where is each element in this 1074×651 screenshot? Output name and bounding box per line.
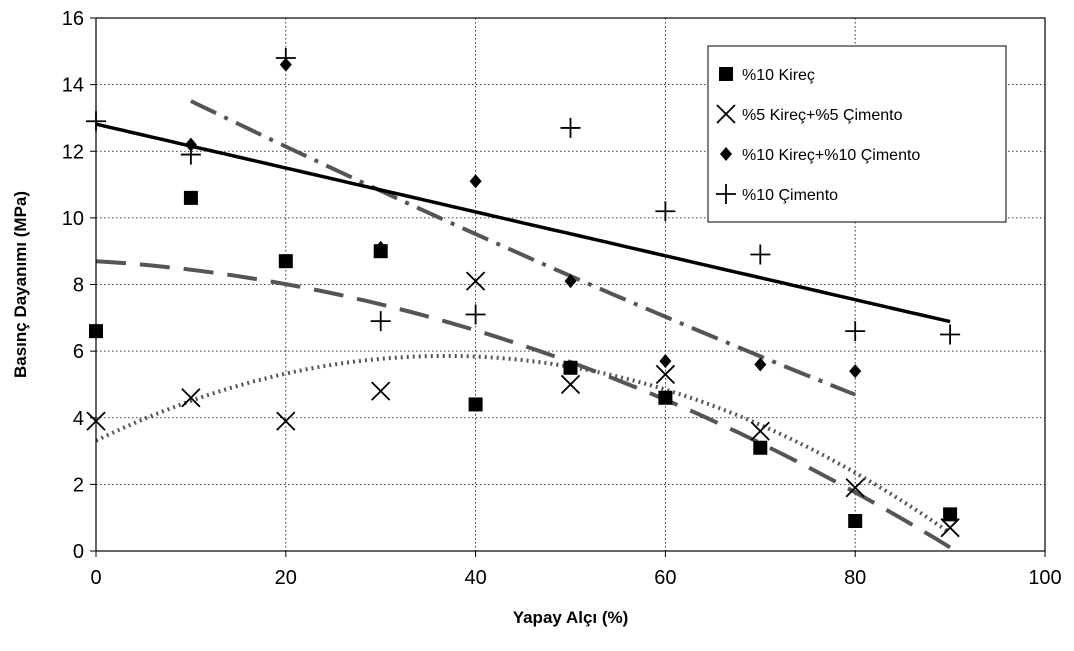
- x-marker: [560, 374, 581, 395]
- plus-marker: [560, 117, 581, 138]
- y-tick-label: 14: [62, 75, 84, 97]
- y-axis-label: Basınç Dayanımı (MPa): [11, 191, 30, 378]
- plus-marker: [180, 144, 201, 165]
- legend-label: %5 Kireç+%5 Çimento: [742, 107, 903, 124]
- x-marker: [845, 478, 865, 498]
- trendline: [95, 122, 951, 324]
- diamond-marker: [564, 274, 577, 289]
- square-marker: [848, 514, 863, 529]
- square-marker: [753, 440, 768, 455]
- x-marker: [655, 364, 676, 385]
- plus-marker: [465, 304, 486, 325]
- y-tick-label: 0: [73, 541, 84, 563]
- plus-marker: [940, 324, 961, 345]
- plus-marker: [716, 184, 736, 204]
- diamond-marker: [374, 240, 387, 255]
- legend-box: [707, 45, 1007, 223]
- square-marker: [658, 390, 673, 405]
- plus-marker: [750, 244, 771, 265]
- diamond-marker: [720, 147, 732, 161]
- plus-marker: [275, 47, 296, 68]
- x-tick-label: 100: [1028, 567, 1061, 589]
- x-marker: [750, 421, 770, 441]
- trendline: [95, 353, 952, 535]
- y-tick-label: 2: [73, 474, 84, 496]
- plus-marker: [655, 201, 676, 222]
- y-axis-ticks: 0 2 4 6 8 10 12 14 16: [62, 8, 96, 563]
- diamond-marker: [659, 354, 672, 369]
- square-marker: [563, 360, 578, 375]
- square-marker: [468, 397, 483, 412]
- square-marker: [183, 190, 198, 205]
- x-tick-label: 40: [464, 567, 486, 589]
- x-tick-label: 0: [90, 567, 101, 589]
- x-axis-ticks: 0 20 40 60 80 100: [90, 551, 1062, 589]
- y-tick-label: 12: [62, 141, 84, 163]
- x-marker: [940, 518, 960, 538]
- diamond-marker: [849, 364, 862, 379]
- legend-label: %10 Çimento: [742, 187, 838, 204]
- y-tick-label: 6: [73, 341, 84, 363]
- trendlines: [95, 99, 952, 550]
- x-marker: [276, 411, 296, 431]
- legend: %10 Kireç %5 Kireç+%5 Çimento %10 Kireç+%1…: [707, 45, 1007, 223]
- data-points: [86, 47, 961, 538]
- x-marker: [181, 388, 201, 408]
- x-tick-label: 80: [844, 567, 866, 589]
- x-tick-label: 60: [654, 567, 676, 589]
- y-tick-label: 4: [73, 408, 84, 430]
- square-marker: [278, 254, 293, 269]
- legend-label: %10 Kireç+%10 Çimento: [742, 147, 920, 164]
- trendline: [95, 259, 952, 550]
- plus-marker: [845, 321, 866, 342]
- plus-marker: [370, 311, 391, 332]
- square-marker: [719, 67, 733, 81]
- y-tick-label: 8: [73, 275, 84, 297]
- x-tick-label: 20: [275, 567, 297, 589]
- square-marker: [943, 507, 958, 522]
- x-axis-label: Yapay Alçı (%): [513, 608, 629, 627]
- x-marker: [716, 104, 736, 124]
- y-tick-label: 10: [62, 208, 84, 230]
- x-marker: [465, 271, 486, 291]
- trendline: [190, 99, 856, 397]
- diamond-marker: [754, 357, 767, 372]
- legend-label: %10 Kireç: [742, 67, 815, 84]
- diamond-marker: [469, 174, 482, 189]
- y-tick-label: 16: [62, 8, 84, 30]
- x-marker: [371, 381, 391, 401]
